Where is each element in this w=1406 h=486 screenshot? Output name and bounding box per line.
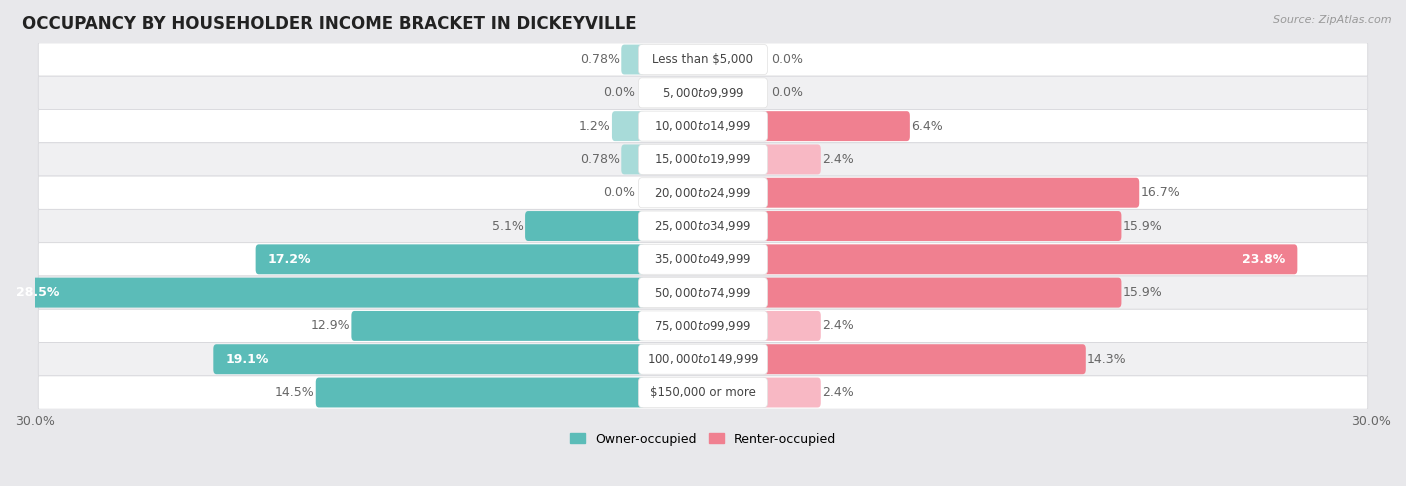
Text: 2.4%: 2.4% — [823, 319, 853, 332]
Text: 1.2%: 1.2% — [579, 120, 610, 133]
Text: $75,000 to $99,999: $75,000 to $99,999 — [654, 319, 752, 333]
FancyBboxPatch shape — [38, 143, 1368, 176]
Text: $50,000 to $74,999: $50,000 to $74,999 — [654, 286, 752, 300]
FancyBboxPatch shape — [638, 311, 768, 341]
Text: 0.0%: 0.0% — [770, 87, 803, 99]
FancyBboxPatch shape — [761, 344, 1085, 374]
FancyBboxPatch shape — [4, 278, 645, 308]
FancyBboxPatch shape — [638, 78, 768, 108]
FancyBboxPatch shape — [638, 378, 768, 407]
FancyBboxPatch shape — [621, 144, 645, 174]
Text: 15.9%: 15.9% — [1123, 286, 1163, 299]
FancyBboxPatch shape — [761, 111, 910, 141]
Text: $20,000 to $24,999: $20,000 to $24,999 — [654, 186, 752, 200]
Text: 0.0%: 0.0% — [770, 53, 803, 66]
Text: 0.78%: 0.78% — [579, 153, 620, 166]
FancyBboxPatch shape — [38, 109, 1368, 143]
Text: Less than $5,000: Less than $5,000 — [652, 53, 754, 66]
Text: 14.3%: 14.3% — [1087, 353, 1126, 366]
Text: 5.1%: 5.1% — [492, 220, 524, 232]
Text: 6.4%: 6.4% — [911, 120, 943, 133]
FancyBboxPatch shape — [761, 244, 1298, 274]
Text: $10,000 to $14,999: $10,000 to $14,999 — [654, 119, 752, 133]
FancyBboxPatch shape — [761, 378, 821, 407]
FancyBboxPatch shape — [621, 45, 645, 74]
Text: 23.8%: 23.8% — [1241, 253, 1285, 266]
FancyBboxPatch shape — [38, 209, 1368, 243]
FancyBboxPatch shape — [38, 309, 1368, 343]
FancyBboxPatch shape — [761, 311, 821, 341]
FancyBboxPatch shape — [638, 344, 768, 374]
FancyBboxPatch shape — [524, 211, 645, 241]
Text: 14.5%: 14.5% — [274, 386, 315, 399]
Text: $15,000 to $19,999: $15,000 to $19,999 — [654, 153, 752, 166]
FancyBboxPatch shape — [638, 111, 768, 141]
FancyBboxPatch shape — [38, 176, 1368, 209]
FancyBboxPatch shape — [38, 276, 1368, 309]
FancyBboxPatch shape — [761, 144, 821, 174]
FancyBboxPatch shape — [761, 178, 1139, 208]
Text: 0.78%: 0.78% — [579, 53, 620, 66]
FancyBboxPatch shape — [638, 45, 768, 74]
Text: 2.4%: 2.4% — [823, 386, 853, 399]
FancyBboxPatch shape — [761, 278, 1122, 308]
Text: $150,000 or more: $150,000 or more — [650, 386, 756, 399]
FancyBboxPatch shape — [214, 344, 645, 374]
FancyBboxPatch shape — [316, 378, 645, 407]
FancyBboxPatch shape — [38, 76, 1368, 109]
FancyBboxPatch shape — [38, 243, 1368, 276]
FancyBboxPatch shape — [761, 211, 1122, 241]
Text: $100,000 to $149,999: $100,000 to $149,999 — [647, 352, 759, 366]
FancyBboxPatch shape — [638, 144, 768, 174]
Text: 2.4%: 2.4% — [823, 153, 853, 166]
Text: OCCUPANCY BY HOUSEHOLDER INCOME BRACKET IN DICKEYVILLE: OCCUPANCY BY HOUSEHOLDER INCOME BRACKET … — [21, 15, 636, 33]
FancyBboxPatch shape — [38, 376, 1368, 409]
FancyBboxPatch shape — [256, 244, 645, 274]
Text: 0.0%: 0.0% — [603, 186, 636, 199]
FancyBboxPatch shape — [638, 278, 768, 308]
FancyBboxPatch shape — [638, 178, 768, 208]
Text: $35,000 to $49,999: $35,000 to $49,999 — [654, 252, 752, 266]
Text: $25,000 to $34,999: $25,000 to $34,999 — [654, 219, 752, 233]
Legend: Owner-occupied, Renter-occupied: Owner-occupied, Renter-occupied — [565, 428, 841, 451]
FancyBboxPatch shape — [38, 43, 1368, 76]
FancyBboxPatch shape — [612, 111, 645, 141]
Text: 17.2%: 17.2% — [267, 253, 311, 266]
FancyBboxPatch shape — [352, 311, 645, 341]
Text: 19.1%: 19.1% — [225, 353, 269, 366]
Text: 28.5%: 28.5% — [15, 286, 59, 299]
FancyBboxPatch shape — [38, 343, 1368, 376]
Text: 12.9%: 12.9% — [311, 319, 350, 332]
Text: $5,000 to $9,999: $5,000 to $9,999 — [662, 86, 744, 100]
FancyBboxPatch shape — [638, 211, 768, 241]
Text: 15.9%: 15.9% — [1123, 220, 1163, 232]
Text: Source: ZipAtlas.com: Source: ZipAtlas.com — [1274, 15, 1392, 25]
Text: 16.7%: 16.7% — [1140, 186, 1180, 199]
FancyBboxPatch shape — [638, 244, 768, 274]
Text: 0.0%: 0.0% — [603, 87, 636, 99]
